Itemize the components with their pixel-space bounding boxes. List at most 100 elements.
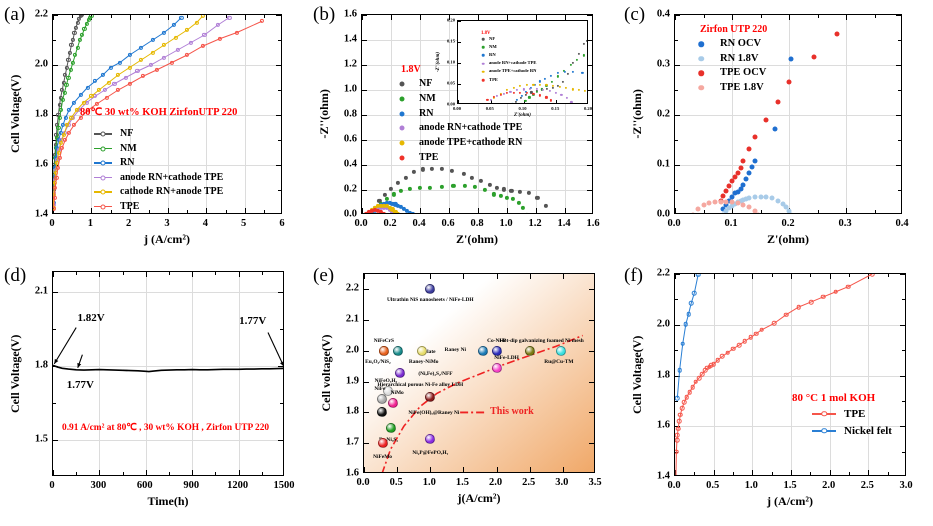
tick-x — [846, 15, 847, 20]
data-point-TPE — [381, 212, 386, 213]
data-point-TPE — [715, 357, 720, 363]
axis-tick-label-x: 0.4 — [895, 218, 909, 229]
axis-tick-label-y: 0.8 — [343, 108, 357, 120]
data-point-NM — [56, 125, 61, 130]
tick-x — [562, 274, 564, 279]
gridline-h — [675, 165, 901, 166]
tick-y — [587, 140, 592, 141]
data-point-Nickel felt — [677, 367, 682, 373]
tick-x-minor — [110, 210, 112, 213]
inset-data-point — [520, 103, 522, 104]
data-point-TPE — [78, 115, 83, 120]
data-point-RN — [71, 100, 77, 105]
gridline-v — [391, 15, 392, 213]
inset-data-point — [514, 100, 517, 103]
data-point-RN 1.8V — [720, 212, 726, 213]
tick-x — [430, 274, 432, 279]
inset-data-point — [528, 87, 532, 91]
tick-y — [364, 443, 369, 445]
tick-y-minor — [53, 90, 56, 91]
tick-y — [896, 15, 901, 16]
data-point-anode RN+cathode TPE — [123, 75, 128, 80]
data-point-RN 1.8V — [780, 201, 786, 207]
axis-tick-label-y: 1.5 — [34, 433, 48, 445]
tick-x-minor — [169, 272, 170, 275]
panel-a-label: (a) — [4, 4, 26, 25]
data-point-anode RN+cathode TPE — [148, 62, 153, 68]
data-point-anode TPE+cathode RN — [381, 203, 386, 208]
tick-y-minor — [898, 90, 901, 91]
axis-tick-label-y: 0.6 — [343, 133, 357, 145]
data-point-Nickel felt — [680, 341, 686, 347]
data-point-anode TPE+cathode RN — [396, 212, 401, 213]
data-point-TPE OCV — [834, 31, 840, 36]
tick-y-minor — [675, 350, 678, 352]
tick-y — [587, 90, 592, 91]
panel-a-yaxis-title: Cell Voltage(V) — [8, 74, 22, 153]
scatter-point-label: Ultrathin NiS nanosheets / NiFe-LDH — [387, 297, 474, 304]
inset-data-point — [489, 98, 492, 102]
panel-f-label: (f) — [624, 265, 643, 286]
tick-y — [364, 289, 369, 291]
axis-tick-label-x: 1200 — [227, 480, 249, 491]
data-point-TPE 1.8V — [706, 200, 712, 206]
tick-y — [587, 15, 592, 16]
inset-data-point — [581, 71, 584, 75]
tick-y-minor — [902, 451, 905, 453]
tick-x-minor — [703, 210, 705, 213]
inset-data-point — [519, 85, 522, 88]
data-point-NM — [73, 52, 78, 58]
data-point-cathode RN+anode TPE — [173, 35, 178, 40]
data-point-TPE 1.8V — [712, 199, 718, 205]
tick-x — [463, 274, 465, 279]
data-point-TPE — [675, 474, 679, 475]
tick-x-minor — [72, 210, 74, 213]
tick-x — [397, 274, 399, 279]
gridline-h — [675, 375, 905, 377]
tick-x-minor — [215, 472, 217, 475]
data-point-anode RN+cathode TPE — [175, 47, 180, 53]
data-point-TPE — [370, 208, 375, 213]
legend-label: cathode RN+anode TPE — [120, 186, 224, 197]
data-point-RN OCV — [729, 194, 735, 200]
data-point-RN — [162, 30, 167, 35]
axis-tick-label-x: 1.6 — [586, 218, 600, 229]
inset-data-point — [578, 89, 581, 92]
tick-y-minor — [278, 90, 281, 91]
axis-tick-label-x: 1 — [87, 218, 93, 229]
tick-x-minor — [225, 210, 227, 213]
data-point-TPE — [154, 67, 159, 73]
axis-tick-label-x: 2.5 — [860, 480, 874, 491]
axis-tick-label-x: 5 — [241, 218, 247, 229]
data-point-RN OCV — [726, 198, 732, 204]
legend-marker — [698, 41, 704, 47]
panel-d-axes — [52, 271, 284, 476]
tick-y — [675, 15, 680, 16]
data-point-RN — [150, 37, 155, 43]
data-point-NF — [383, 192, 388, 198]
data-point-TPE — [140, 74, 146, 79]
tick-x — [565, 15, 566, 20]
data-point-RN 1.8V — [769, 195, 775, 201]
legend-marker — [399, 140, 405, 146]
data-point-anode RN+cathode TPE — [135, 69, 140, 74]
data-point-NF — [517, 189, 523, 194]
data-point-NF — [461, 171, 466, 176]
inset-data-point — [535, 89, 538, 92]
tick-x — [364, 274, 365, 279]
data-point-anode RN+cathode TPE — [227, 15, 232, 20]
data-point-TPE — [676, 418, 682, 424]
data-point-NF — [502, 187, 507, 192]
data-point-TPE — [675, 432, 680, 438]
tick-x-minor — [810, 472, 812, 475]
inset-data-point — [525, 92, 528, 95]
data-point-RN — [67, 107, 72, 113]
tick-x — [238, 470, 240, 475]
axis-tick-label-x: 1.0 — [499, 218, 513, 229]
inset-data-point — [549, 99, 553, 102]
data-point-cathode RN+anode TPE — [89, 94, 94, 99]
inset-data-point — [520, 94, 523, 97]
tick-y-minor — [675, 90, 678, 91]
data-point-NF — [57, 102, 62, 108]
scatter-point — [376, 394, 387, 405]
